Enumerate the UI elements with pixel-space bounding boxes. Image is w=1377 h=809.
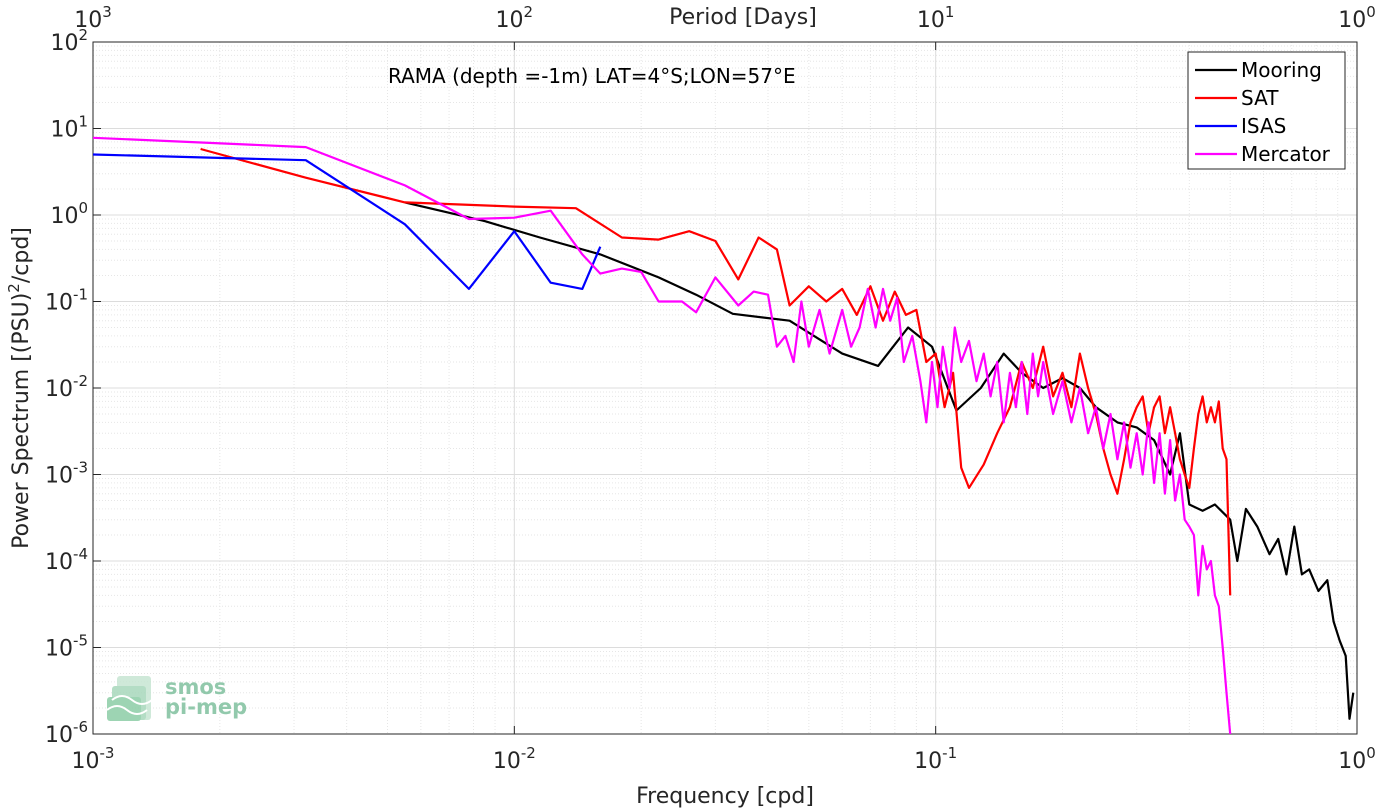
y-tick-label: 10-5: [45, 632, 88, 662]
series-line-isas: [92, 153, 602, 290]
logo-text-line2: pi-mep: [165, 695, 247, 719]
legend: Mooring SAT ISAS Mercator: [1187, 51, 1346, 170]
legend-label-mercator: Mercator: [1241, 142, 1331, 166]
y-tick-label: 101: [50, 113, 88, 143]
top-tick-label: 103: [74, 3, 112, 33]
y-tick-label: 10-4: [45, 545, 88, 575]
x-tick-label: 10-2: [493, 744, 536, 774]
chart-annotation: RAMA (depth =-1m) LAT=4°S;LON=57°E: [388, 64, 796, 88]
y-tick-label: 10-3: [45, 459, 88, 489]
grid: [92, 41, 1358, 735]
y-tick-label: 100: [50, 199, 88, 229]
y-axis-title-tail: /cpd]: [9, 227, 34, 283]
top-tick-label: 102: [496, 3, 534, 33]
smos-pi-mep-logo: smos pi-mep: [106, 675, 247, 721]
legend-label-mooring: Mooring: [1241, 58, 1322, 82]
x-tick-label: 10-3: [72, 744, 115, 774]
x-axis-title: Frequency [cpd]: [636, 784, 814, 809]
series-line-mercator: [92, 136, 1232, 735]
top-tick-label: 100: [1338, 3, 1376, 33]
y-axis-title-exponent: 2: [5, 283, 23, 293]
series-lines: [92, 136, 1355, 735]
logo-graphic: [106, 676, 153, 721]
top-tick-label: 101: [917, 3, 955, 33]
y-axis-title: Power Spectrum [(PSU)2/cpd]: [5, 227, 34, 549]
y-tick-label: 10-6: [45, 718, 88, 748]
x-tick-label: 10-1: [914, 744, 957, 774]
y-tick-label: 10-2: [45, 372, 88, 402]
series-line-sat: [200, 147, 1232, 596]
y-tick-label: 10-1: [45, 286, 88, 316]
y-axis-title-main: Power Spectrum [(PSU): [9, 293, 34, 549]
legend-label-sat: SAT: [1241, 86, 1279, 110]
x-tick-label: 100: [1338, 744, 1376, 774]
legend-label-isas: ISAS: [1241, 114, 1286, 138]
series-line-mooring: [404, 201, 1355, 720]
y-tick-label: 102: [50, 26, 88, 56]
logo-text-line1: smos: [165, 675, 226, 699]
legend-box: [1187, 51, 1346, 170]
top-axis-title: Period [Days]: [669, 5, 817, 30]
